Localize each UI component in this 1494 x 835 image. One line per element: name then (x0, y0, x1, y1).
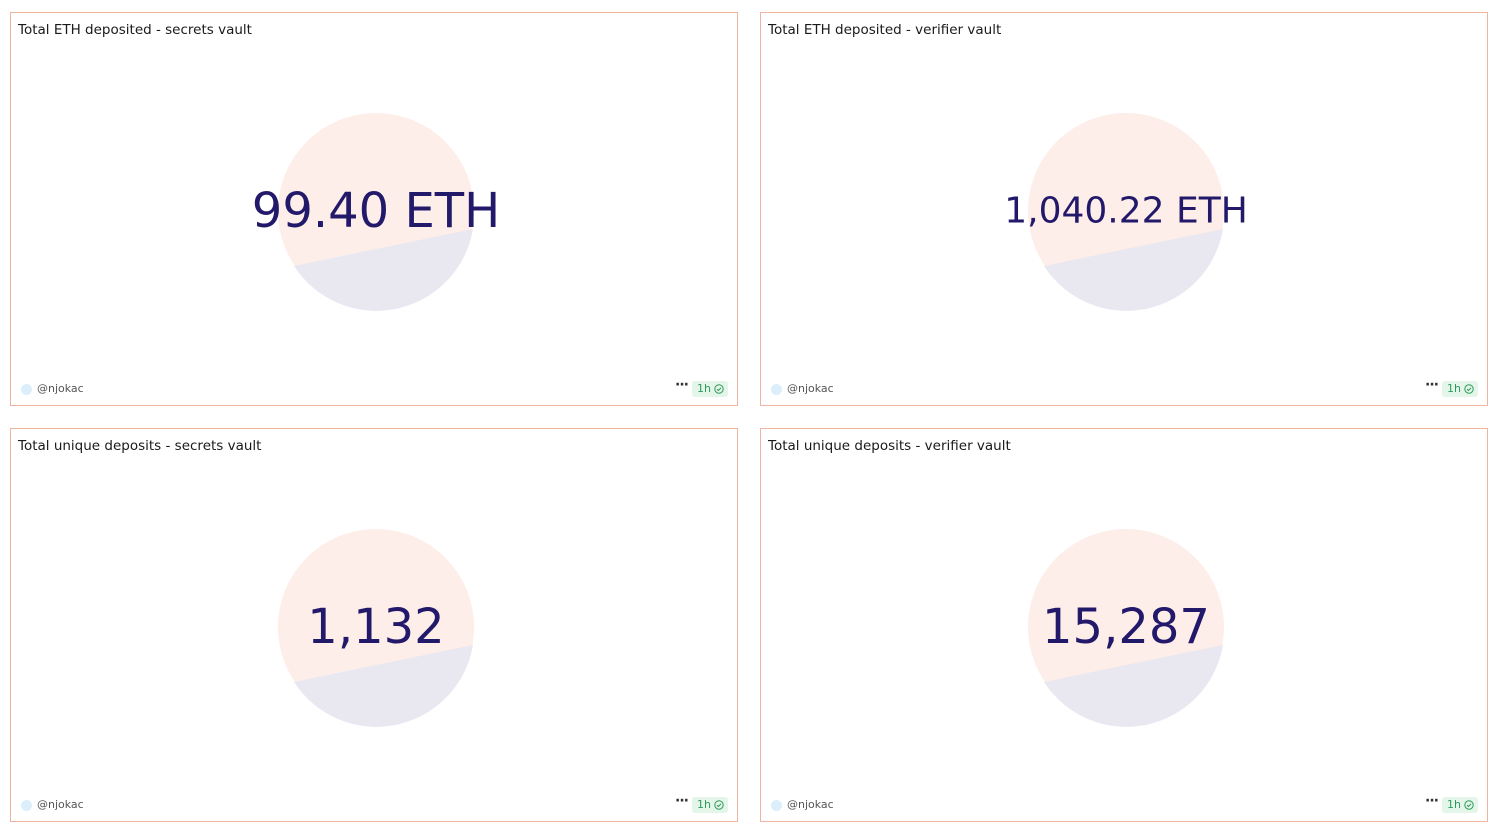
author: @njokac (37, 798, 84, 811)
refresh-badge: 1h (1442, 797, 1478, 813)
author: @njokac (787, 382, 834, 395)
check-ring (1464, 384, 1474, 394)
counter-panel: Total ETH deposited - secrets vault 99.40… (10, 12, 738, 406)
refresh-label: 1h (697, 382, 711, 395)
panel-title: Total unique deposits - verifier vault (768, 438, 1011, 454)
counter-value: 1,040.22 ETH (1004, 191, 1248, 232)
refresh-badge: 1h (692, 381, 728, 397)
check-icon (714, 384, 724, 394)
counter-value: 99.40 ETH (252, 183, 500, 239)
avatar (771, 384, 782, 395)
counter-panel: Total ETH deposited - verifier vault 1,04… (760, 12, 1488, 406)
panel-title: Total ETH deposited - verifier vault (768, 22, 1002, 38)
avatar (21, 384, 32, 395)
decor-circle (278, 529, 474, 727)
author: @njokac (787, 798, 834, 811)
decor-circle (1028, 113, 1224, 311)
menu-button[interactable]: ··· (1425, 793, 1439, 809)
circle-bottom (1044, 645, 1223, 727)
circle-bottom (294, 645, 473, 727)
check-icon (1464, 384, 1474, 394)
check-icon (1464, 800, 1474, 810)
counter-graphic: 15,287 (1028, 529, 1224, 727)
check-mark (1466, 387, 1472, 392)
check-mark (1466, 803, 1472, 808)
menu-button[interactable]: ··· (675, 377, 689, 393)
refresh-label: 1h (1447, 798, 1461, 811)
decor-circle (278, 113, 474, 311)
check-icon (714, 800, 724, 810)
counter-graphic: 99.40 ETH (252, 113, 500, 311)
refresh-label: 1h (1447, 382, 1461, 395)
menu-button[interactable]: ··· (675, 793, 689, 809)
panel-title: Total unique deposits - secrets vault (18, 438, 262, 454)
counter-graphic: 1,132 (278, 529, 474, 727)
avatar (21, 800, 32, 811)
counter-value: 15,287 (1042, 599, 1210, 655)
circle-bottom (1044, 229, 1223, 311)
circle-bottom (294, 229, 473, 311)
check-ring (714, 800, 724, 810)
check-ring (1464, 800, 1474, 810)
check-mark (716, 803, 722, 808)
avatar (771, 800, 782, 811)
refresh-badge: 1h (692, 797, 728, 813)
author: @njokac (37, 382, 84, 395)
panel-title: Total ETH deposited - secrets vault (18, 22, 252, 38)
decor-circle (1028, 529, 1224, 727)
counter-panel: Total unique deposits - secrets vault 1,1… (10, 428, 738, 822)
check-ring (714, 384, 724, 394)
counter-graphic: 1,040.22 ETH (1004, 113, 1248, 311)
check-mark (716, 387, 722, 392)
counter-panel: Total unique deposits - verifier vault 15… (760, 428, 1488, 822)
menu-button[interactable]: ··· (1425, 377, 1439, 393)
refresh-label: 1h (697, 798, 711, 811)
counter-value: 1,132 (307, 599, 444, 655)
refresh-badge: 1h (1442, 381, 1478, 397)
